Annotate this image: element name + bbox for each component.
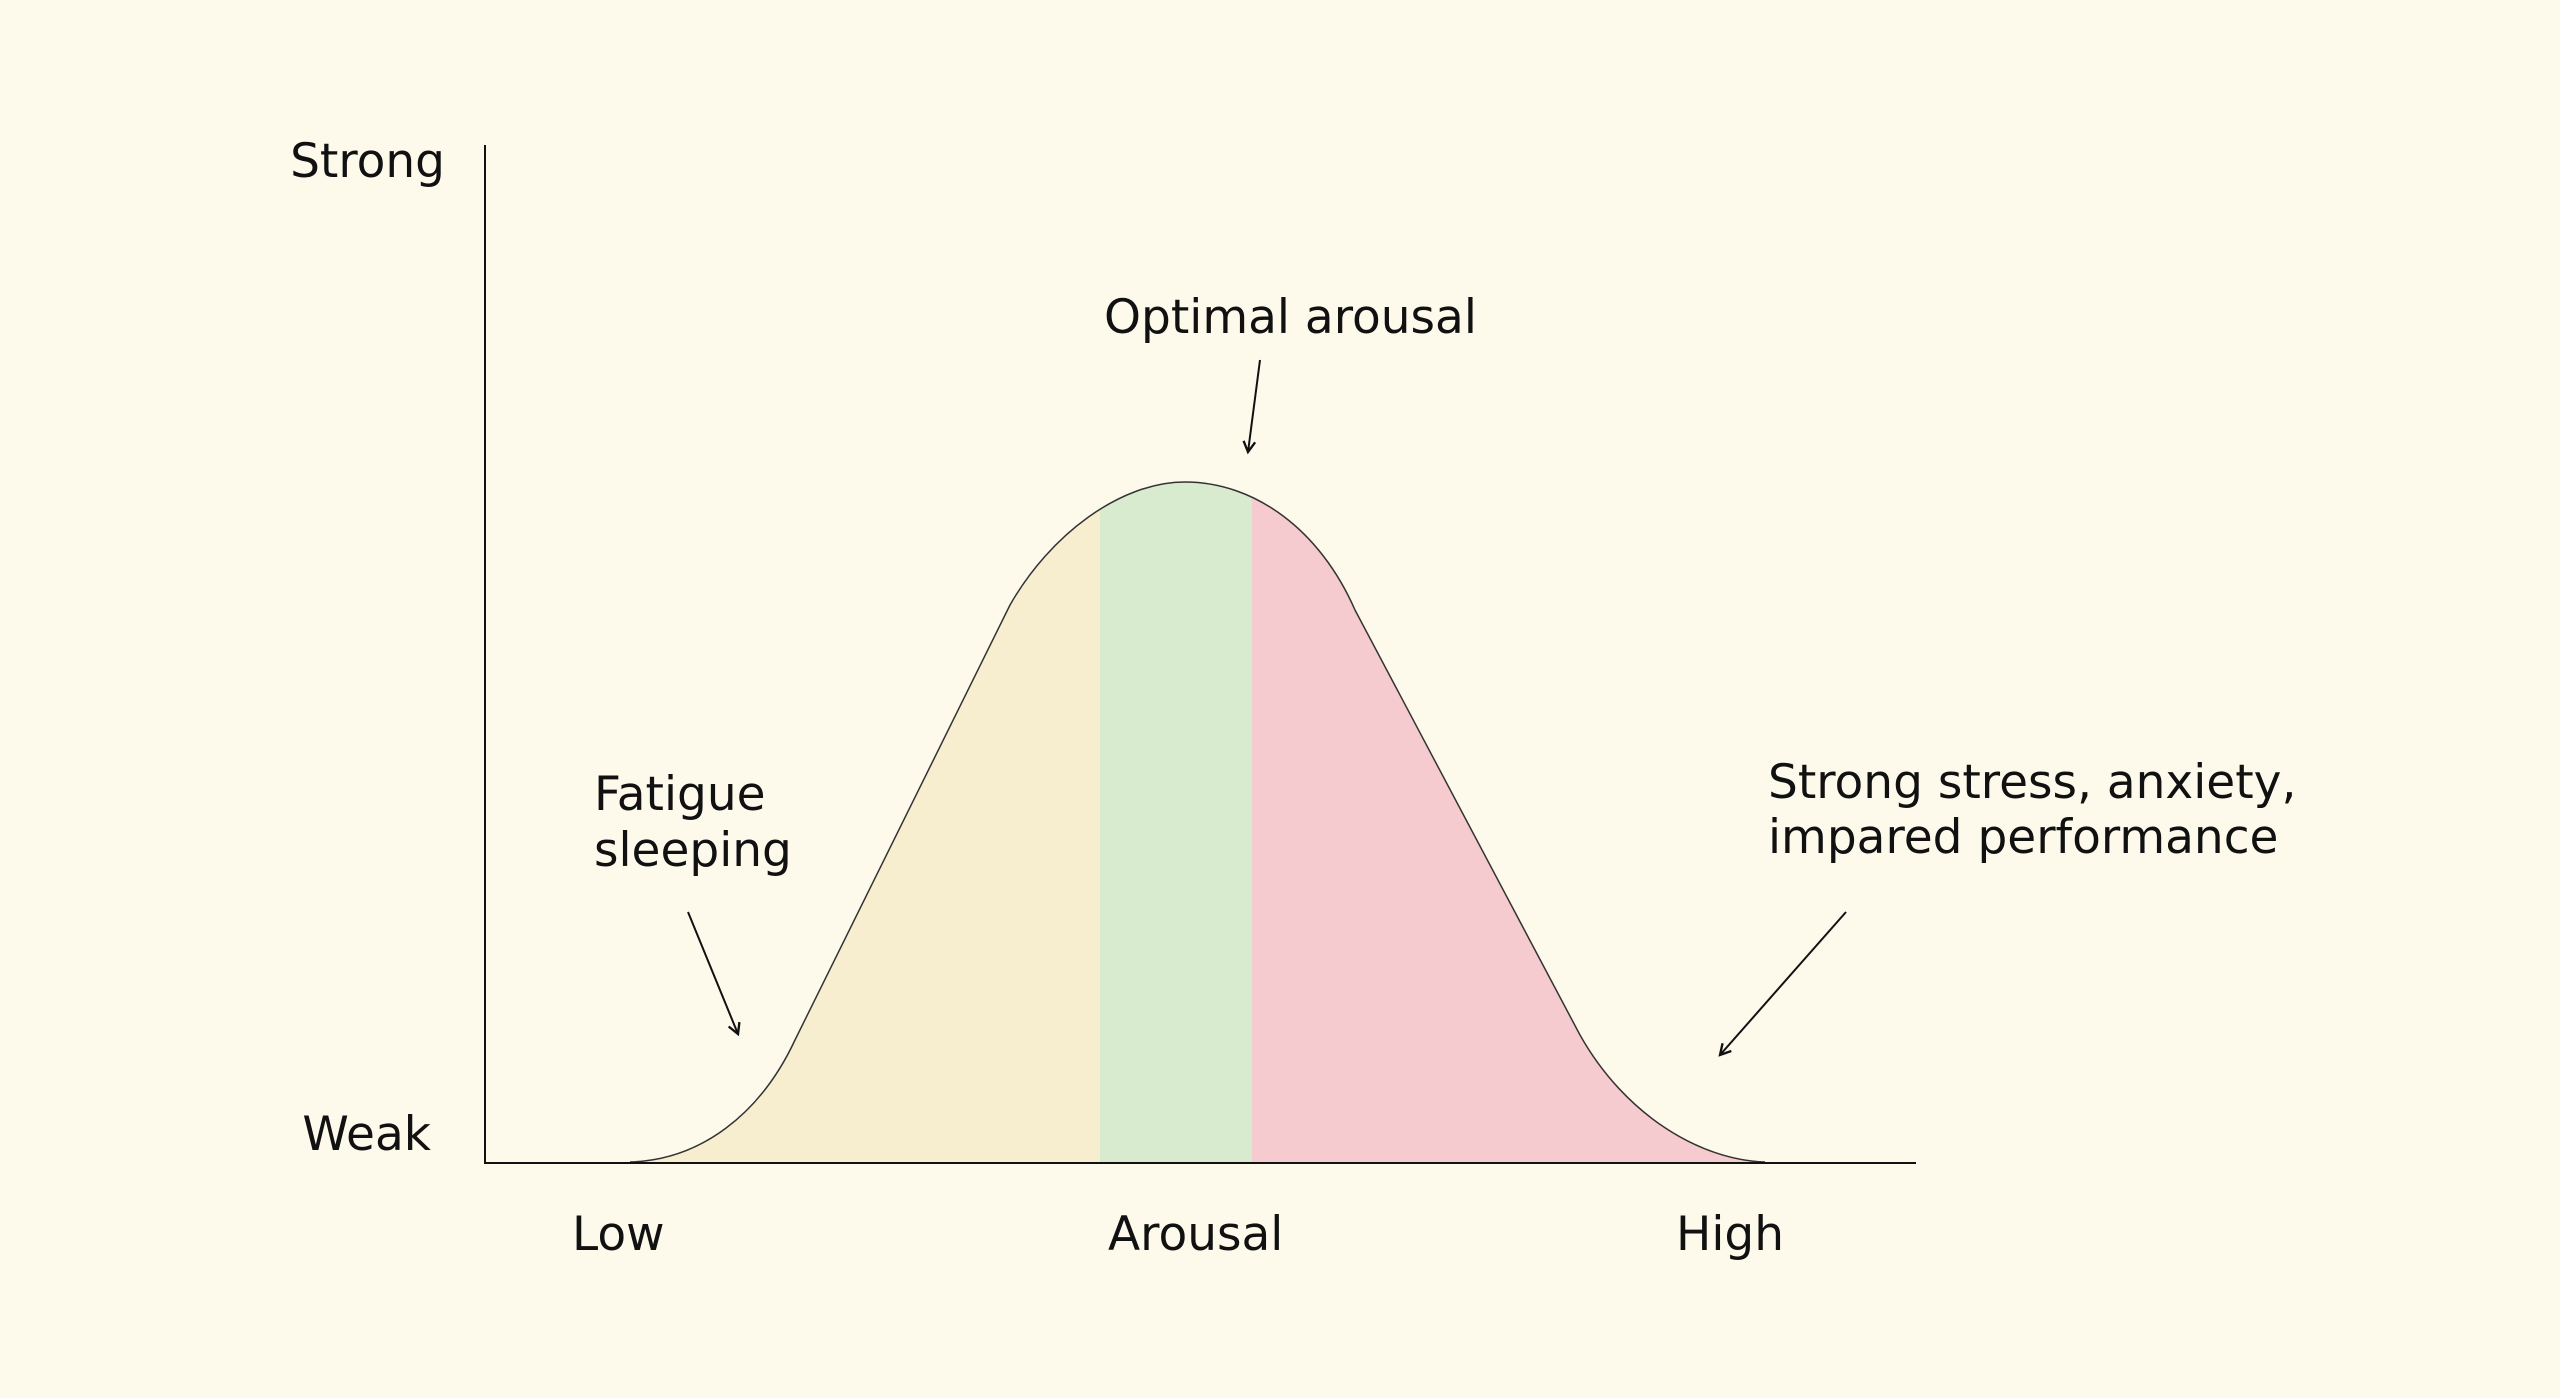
x-axis-low-label: Low bbox=[572, 1207, 665, 1262]
x-axis-arousal-label: Arousal bbox=[1108, 1207, 1283, 1262]
stress-label-line2: impared performance bbox=[1768, 810, 2278, 865]
fatigue-label-line1: Fatigue bbox=[594, 767, 766, 822]
arousal-performance-diagram: Strong Weak Low Arousal High Optimal aro… bbox=[0, 0, 2560, 1398]
fatigue-arrow bbox=[688, 912, 738, 1034]
y-axis-weak-label: Weak bbox=[302, 1107, 431, 1162]
optimal-arrow bbox=[1248, 360, 1260, 452]
optimal-arousal-label: Optimal arousal bbox=[1104, 290, 1477, 345]
fatigue-label-line2: sleeping bbox=[594, 823, 792, 878]
optimal-zone bbox=[1100, 470, 1252, 1170]
y-axis-strong-label: Strong bbox=[290, 134, 445, 189]
stress-label-line1: Strong stress, anxiety, bbox=[1768, 755, 2296, 810]
stress-arrow bbox=[1720, 912, 1846, 1055]
x-axis-high-label: High bbox=[1676, 1207, 1784, 1262]
